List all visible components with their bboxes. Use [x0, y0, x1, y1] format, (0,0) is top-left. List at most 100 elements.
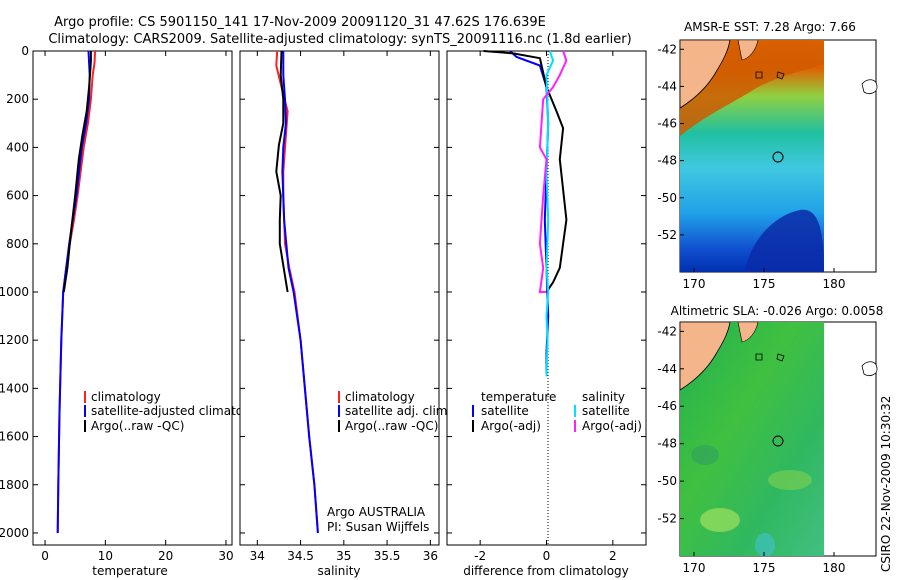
map-x-tick-label: 180	[823, 277, 846, 291]
legend-label-sal-sat: satellite	[582, 404, 630, 418]
x-tick-label: 30	[218, 549, 233, 563]
difference-lines	[483, 50, 568, 377]
new-zealand-landmass-2	[737, 40, 759, 61]
x-tick-label: 36	[423, 549, 438, 563]
legend-swatch-clim	[338, 391, 340, 403]
map-y-tick-label: -46	[657, 117, 677, 131]
legend-swatch-sat	[84, 405, 86, 417]
sst-map-title: AMSR-E SST: 7.28 Argo: 7.66	[684, 20, 856, 34]
x-tick-label: 0	[543, 549, 551, 563]
legend-swatch-sal-argo	[574, 420, 576, 432]
map-y-tick-label: -42	[657, 42, 677, 56]
y-tick-label: 600	[6, 189, 29, 203]
y-tick-label: 1000	[0, 285, 29, 299]
temperature-xticks: 0 10 20 30	[41, 51, 234, 563]
temperature-xlabel: temperature	[92, 564, 167, 578]
csiro-timestamp: CSIRO 22-Nov-2009 10:30:32	[879, 396, 893, 572]
map-x-tick-label: 175	[753, 277, 776, 291]
map-x-tick-label: 170	[683, 561, 706, 575]
map-y-tick-label: -50	[657, 474, 677, 488]
difference-panel: -2 0 2 difference from climatology tempera…	[446, 50, 647, 578]
legend-label-clim: climatology	[345, 390, 415, 404]
argo-float-marker	[772, 151, 784, 163]
map-y-tick-label: -48	[657, 154, 677, 168]
salinity-xlabel: salinity	[317, 564, 360, 578]
legend-swatch-temp-argo	[472, 420, 474, 432]
chatham-islands-small	[755, 71, 785, 80]
x-tick-label: -2	[474, 549, 486, 563]
x-tick-label: 34	[250, 549, 265, 563]
legend-label-sat: satellite adj. clim.	[345, 404, 451, 418]
series-line-temperature-argo	[483, 50, 568, 293]
y-tick-label: 200	[6, 92, 29, 106]
map-y-tick-label: -50	[657, 191, 677, 205]
series-line-argo	[62, 51, 92, 293]
x-tick-label: 0	[41, 549, 49, 563]
legend-swatch-clim	[84, 391, 86, 403]
difference-axes	[446, 50, 647, 546]
series-line-satellite-adjusted	[281, 51, 319, 534]
figure-title-line2: Climatology: CARS2009. Satellite-adjuste…	[48, 32, 631, 47]
difference-xticks: -2 0 2	[447, 50, 646, 563]
sst-map-ticks: 170 175 180 -42 -44 -46 -48 -50 -52	[657, 42, 845, 291]
x-tick-label: 2	[609, 549, 617, 563]
x-tick-label: 35.5	[374, 549, 401, 563]
y-tick-label: 800	[6, 237, 29, 251]
legend-label-argo: Argo(..raw -QC)	[91, 419, 184, 433]
map-x-tick-label: 175	[753, 561, 776, 575]
x-tick-label: 35	[336, 549, 351, 563]
chatham-islands	[861, 79, 878, 94]
legend-swatch-sat	[338, 405, 340, 417]
series-line-salinity-satellite	[545, 50, 555, 377]
legend-swatch-argo	[84, 420, 86, 432]
new-zealand-landmass	[680, 322, 731, 391]
legend-swatch-argo	[338, 420, 340, 432]
sla-map-ticks: 170 175 180 -42 -44 -46 -48 -50 -52	[657, 324, 845, 575]
sla-anomaly-blob	[691, 445, 719, 465]
map-y-tick-label: -44	[657, 362, 677, 376]
pi-label: PI: Susan Wijffels	[327, 520, 429, 534]
map-x-tick-label: 180	[823, 561, 846, 575]
temperature-panel: 0 200 400 600 800 1000 1200 1400 1600 1800 2000 0 1…	[0, 44, 269, 578]
map-y-tick-label: -42	[657, 324, 677, 338]
legend-label-sal-argo: Argo(-adj)	[582, 419, 642, 433]
argo-float-marker	[772, 435, 784, 447]
y-tick-label: 1400	[0, 381, 29, 395]
map-y-tick-label: -48	[657, 437, 677, 451]
sla-anomaly-blob	[700, 508, 740, 532]
legend-title-salinity: salinity	[582, 390, 625, 404]
y-tick-label: 1800	[0, 478, 29, 492]
x-tick-label: 34.5	[287, 549, 314, 563]
series-line-argo	[275, 50, 289, 293]
y-tick-label: 0	[21, 44, 29, 58]
y-tick-label: 2000	[0, 526, 29, 540]
legend-label-argo: Argo(..raw -QC)	[345, 419, 438, 433]
salinity-lines	[275, 50, 319, 534]
map-y-tick-label: -44	[657, 79, 677, 93]
sla-map-panel: Altimetric SLA: -0.026 Argo: 0.0058 170 1…	[657, 304, 883, 575]
temperature-legend: climatology satellite-adjusted climatolo…	[84, 390, 269, 433]
figure-title-line1: Argo profile: CS 5901150_141 17-Nov-2009…	[54, 15, 546, 30]
difference-xlabel: difference from climatology	[463, 564, 629, 578]
y-tick-label: 1600	[0, 430, 29, 444]
difference-legend: temperature satellite Argo(-adj) salinit…	[472, 390, 642, 433]
legend-label-temp-argo: Argo(-adj)	[481, 419, 541, 433]
argo-program-label: Argo AUSTRALIA	[327, 505, 426, 519]
legend-label-sat: satellite-adjusted climatology	[91, 404, 269, 418]
legend-swatch-sal-sat	[574, 405, 576, 417]
new-zealand-landmass	[680, 40, 731, 109]
map-y-tick-label: -52	[657, 228, 677, 242]
map-y-tick-label: -52	[657, 512, 677, 526]
salinity-axes	[239, 50, 440, 546]
map-y-tick-label: -46	[657, 399, 677, 413]
legend-label-temp-sat: satellite	[481, 404, 529, 418]
y-tick-label: 400	[6, 140, 29, 154]
salinity-xticks: 34 34.5 35 35.5 36	[240, 50, 439, 563]
chatham-islands	[861, 361, 878, 376]
series-line-salinity-argo	[538, 50, 568, 293]
salinity-legend: climatology satellite adj. clim. Argo(..…	[338, 390, 451, 433]
temperature-axes	[32, 50, 233, 546]
salinity-panel: 34 34.5 35 35.5 36 salinity climatology sate…	[239, 50, 451, 578]
legend-title-temperature: temperature	[481, 390, 556, 404]
